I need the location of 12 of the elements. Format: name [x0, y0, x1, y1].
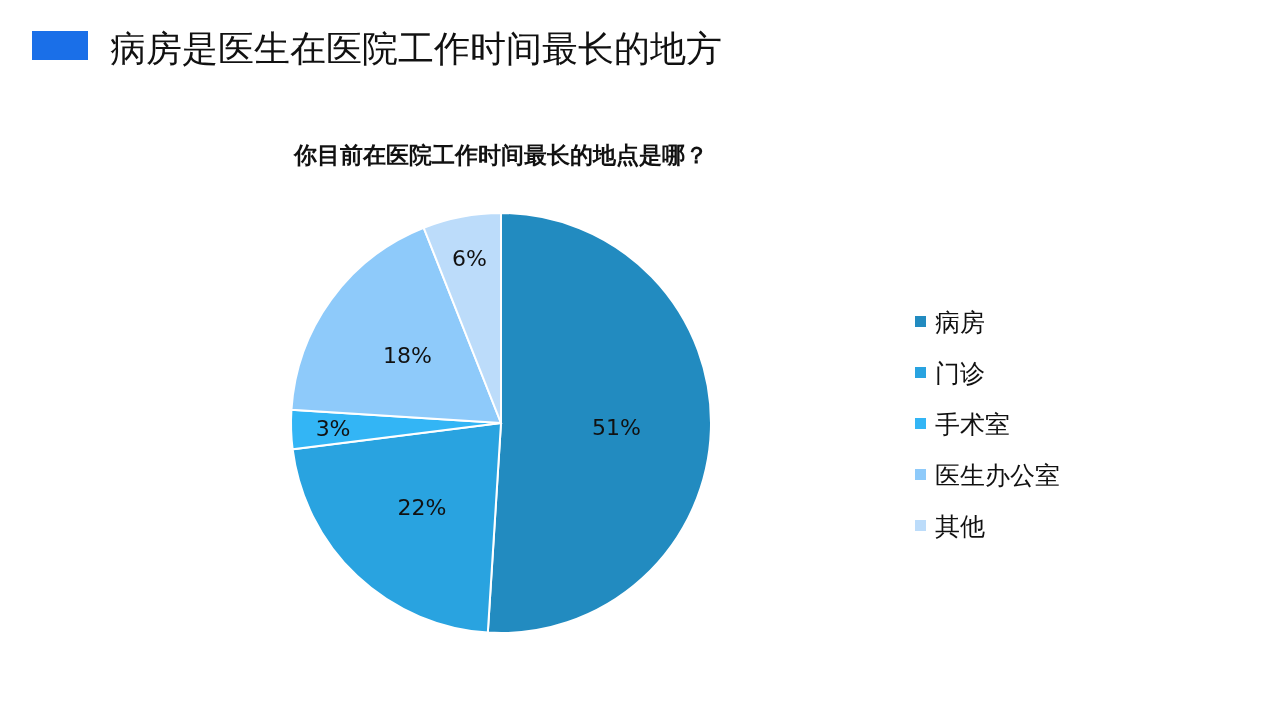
legend-label: 医生办公室 [935, 461, 1060, 490]
legend-label: 门诊 [935, 359, 985, 388]
data-label: 18% [383, 343, 433, 369]
legend-label: 病房 [935, 308, 985, 337]
data-label: 51% [591, 414, 641, 440]
chart-subtitle: 你目前在医院工作时间最长的地点是哪？ [293, 142, 708, 168]
legend-label: 手术室 [935, 410, 1010, 439]
data-label: 22% [397, 495, 447, 521]
legend-label: 其他 [935, 512, 985, 541]
chart-title: 病房是医生在医院工作时间最长的地方 [110, 28, 722, 69]
data-label: 3% [315, 416, 351, 442]
data-label: 6% [452, 245, 487, 271]
